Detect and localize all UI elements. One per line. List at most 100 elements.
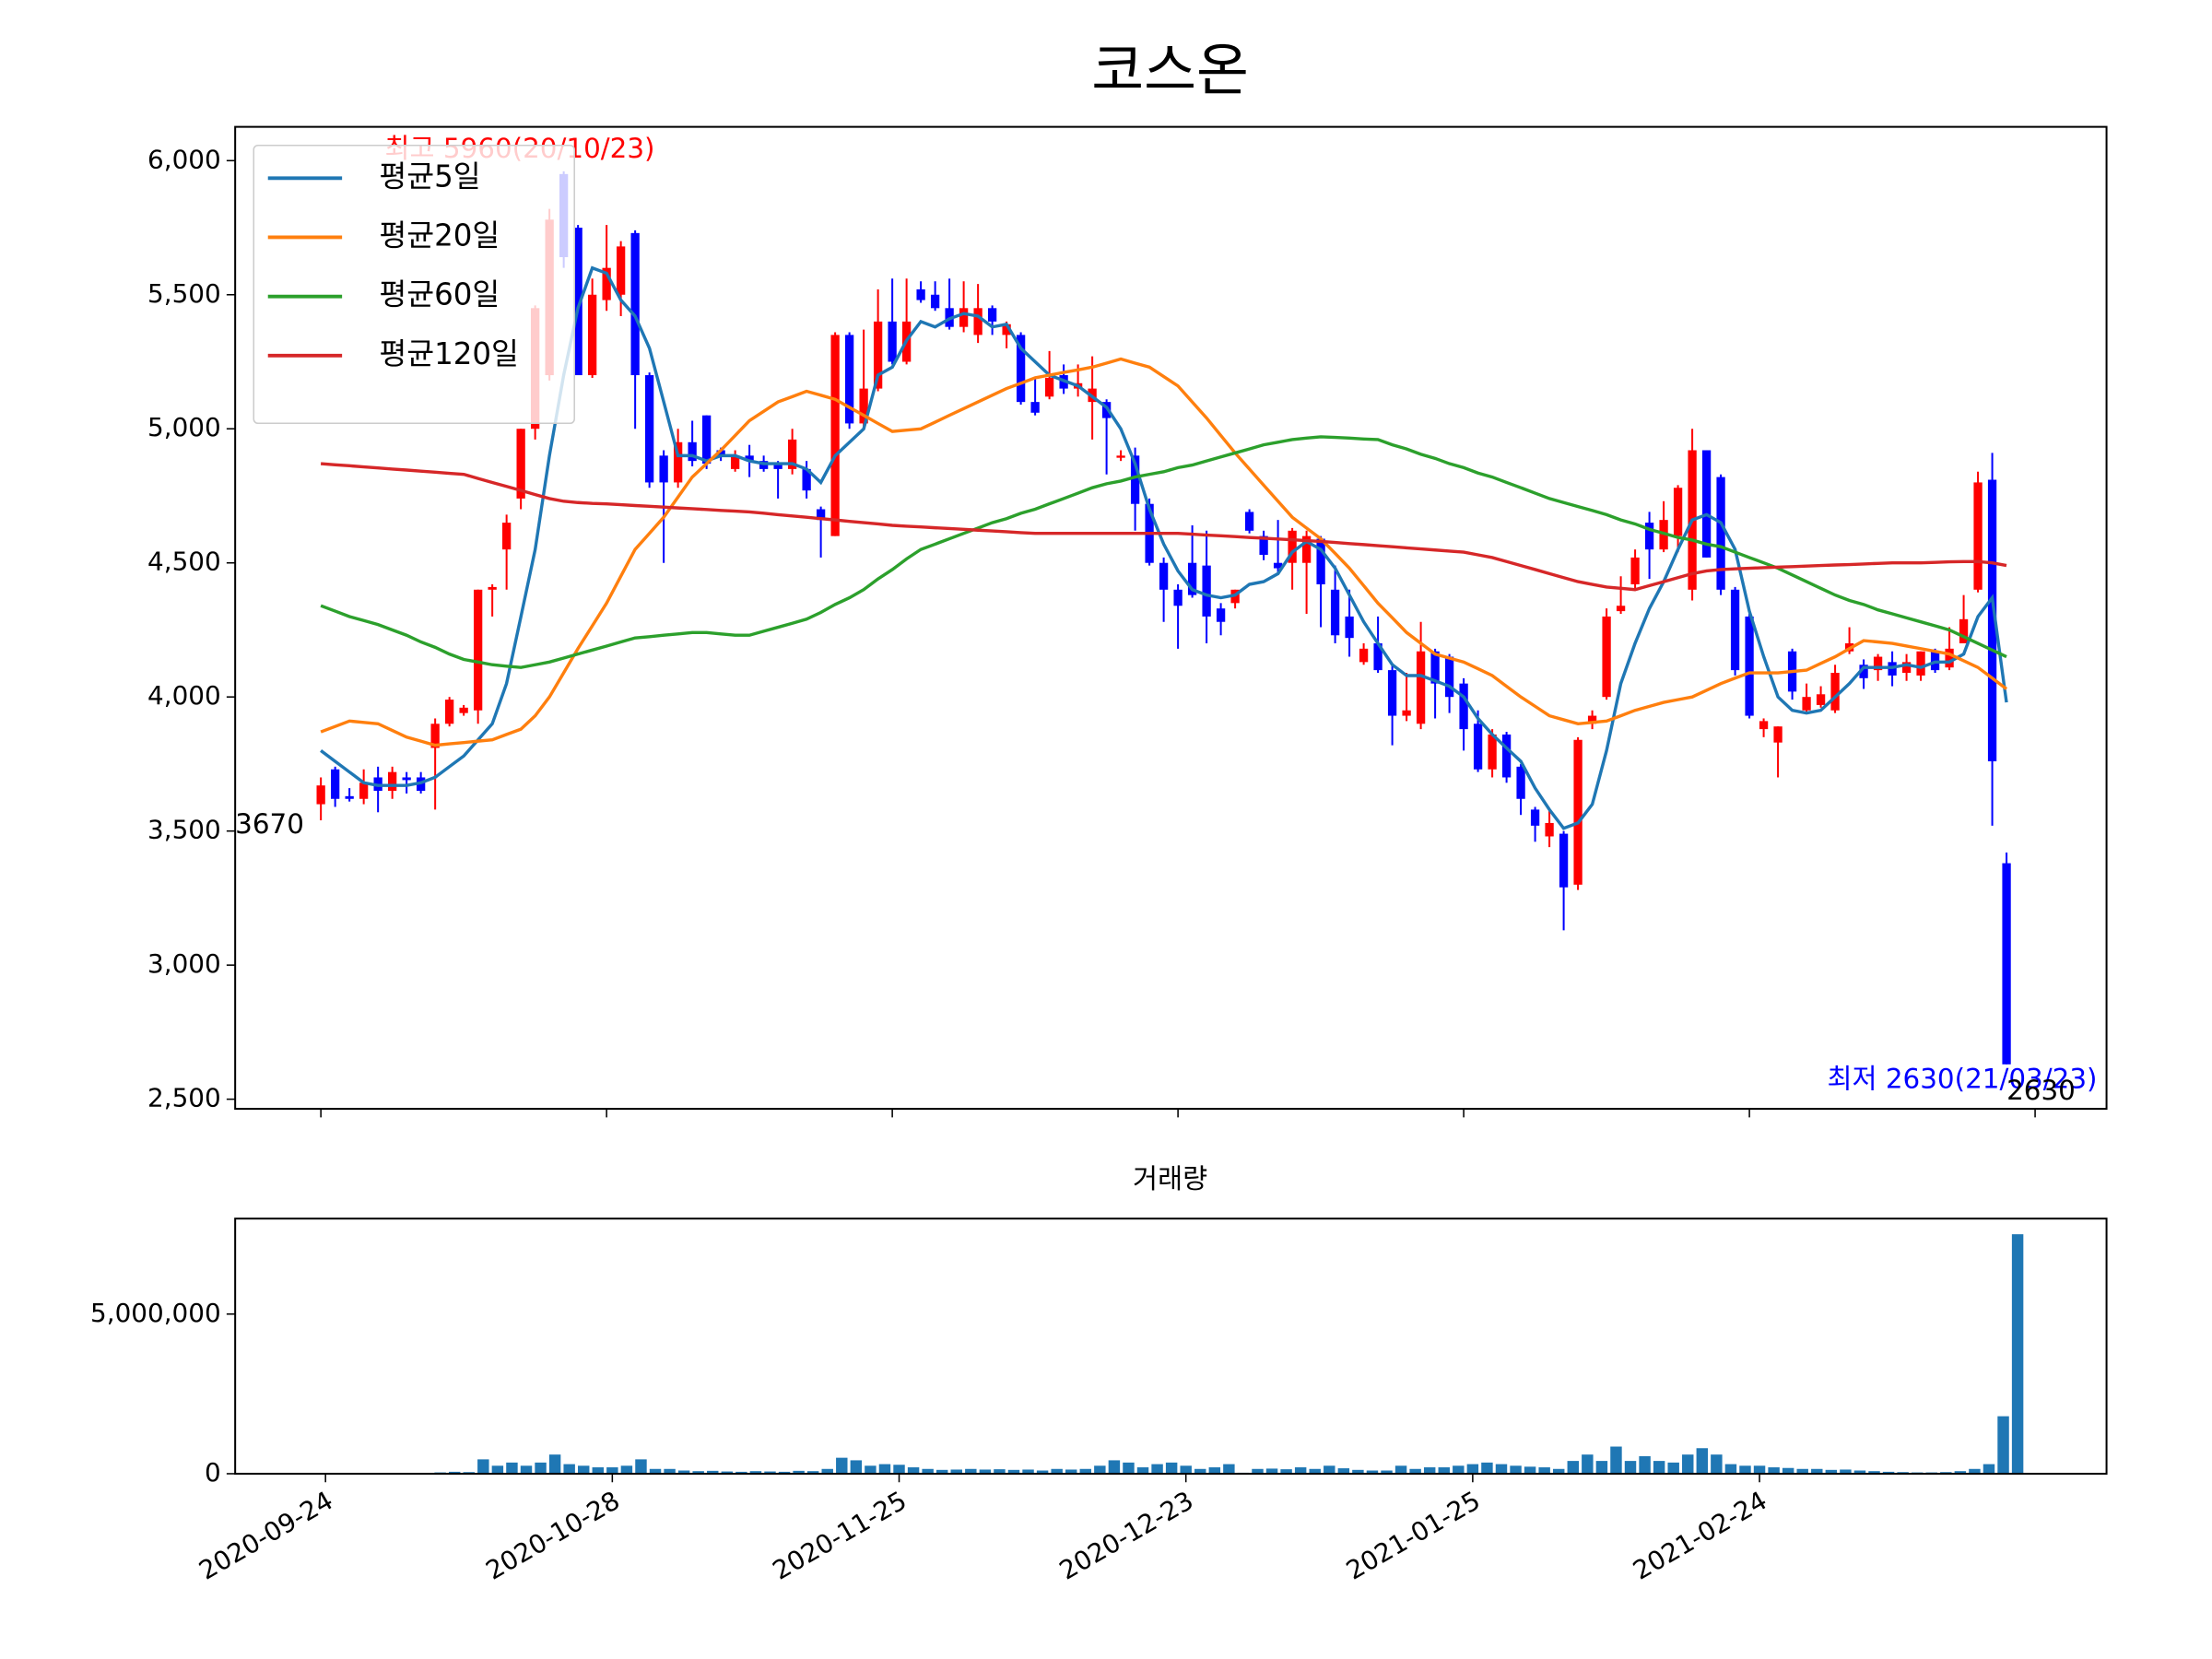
candle-body: [473, 589, 483, 711]
candle-body: [616, 246, 626, 295]
volume-bar: [1108, 1460, 1121, 1474]
volume-bar: [865, 1465, 877, 1474]
volume-bar: [649, 1468, 662, 1474]
volume-bar: [1495, 1464, 1508, 1474]
y-tick-label: 0: [205, 1457, 221, 1488]
candle-body: [659, 455, 668, 483]
candle-body: [444, 700, 454, 724]
candle-body: [773, 464, 782, 469]
volume-bar: [1223, 1464, 1235, 1474]
volume-bar: [1352, 1469, 1364, 1474]
candle-body: [1444, 656, 1454, 698]
volume-bar: [1782, 1467, 1794, 1474]
volume-bar: [1079, 1468, 1092, 1474]
candle-body: [1330, 589, 1340, 636]
volume-bar: [1366, 1470, 1379, 1474]
candle-body: [1516, 766, 1525, 799]
candle-body: [1701, 450, 1712, 558]
volume-bar: [1840, 1469, 1852, 1474]
volume-bar: [520, 1465, 533, 1474]
ma-line: [320, 357, 2008, 747]
candle-body: [916, 288, 925, 300]
volume-bar: [1252, 1468, 1264, 1474]
volume-bar: [806, 1471, 819, 1474]
candle-body: [1202, 565, 1211, 617]
volume-bar: [764, 1471, 776, 1474]
volume-bar: [1753, 1465, 1766, 1474]
volume-bar: [1194, 1468, 1206, 1474]
volume-bar: [1481, 1462, 1493, 1474]
volume-bar: [1825, 1469, 1838, 1474]
volume-bar: [1582, 1454, 1594, 1474]
volume-bar: [1453, 1465, 1465, 1474]
volume-bar: [1409, 1468, 1421, 1474]
volume-bar: [994, 1469, 1006, 1474]
candle-body: [1573, 739, 1583, 885]
candle-body: [1002, 324, 1011, 335]
volume-bar: [979, 1469, 992, 1474]
volume-bar: [635, 1459, 647, 1474]
candle-body: [1602, 616, 1611, 698]
candle-body: [1402, 710, 1411, 716]
volume-bar: [1438, 1467, 1450, 1474]
volume-bar: [1524, 1466, 1536, 1474]
y-tick-label: 4,500: [147, 547, 221, 577]
ma-line: [320, 265, 2008, 830]
volume-bar: [1265, 1468, 1278, 1474]
volume-bar: [821, 1468, 833, 1474]
annotation: 3670: [235, 808, 304, 840]
candle-body: [1559, 833, 1569, 888]
candle-body: [1159, 562, 1169, 590]
candle-body: [1473, 724, 1483, 770]
candle-body: [2002, 863, 2011, 1065]
candle-body: [1644, 523, 1654, 550]
volume-title: 거래량: [1133, 1163, 1207, 1194]
candle-body: [1288, 530, 1297, 563]
candle-body: [1016, 335, 1026, 403]
candle-body: [1802, 697, 1811, 711]
y-tick-label: 2,500: [147, 1083, 221, 1113]
volume-bar: [1051, 1468, 1063, 1474]
volume-bar: [935, 1469, 948, 1474]
volume-bar: [1007, 1469, 1020, 1474]
volume-bar: [1022, 1469, 1034, 1474]
candle-body: [1987, 479, 1997, 762]
volume-bar: [1969, 1468, 1981, 1474]
volume-bar: [893, 1465, 905, 1474]
candle-body: [1830, 673, 1840, 711]
volume-bar: [1983, 1464, 1995, 1474]
volume-bar: [1739, 1465, 1751, 1474]
legend-label: 평균120일: [379, 336, 519, 371]
volume-bar: [491, 1465, 504, 1474]
candle-body: [873, 321, 883, 389]
volume-bar: [1954, 1471, 1967, 1474]
volume-bar: [578, 1465, 590, 1474]
volume-bar: [1724, 1464, 1737, 1474]
volume-bar: [1997, 1416, 2009, 1474]
candle-body: [387, 771, 397, 792]
y-tick-label: 3,000: [147, 948, 221, 979]
chart-title: 코스온: [1091, 37, 1249, 103]
volume-bar: [1796, 1468, 1808, 1474]
volume-bar: [2011, 1234, 2024, 1474]
volume-bar: [1624, 1461, 1637, 1474]
candle-body: [573, 228, 582, 376]
volume-bar: [1868, 1471, 1880, 1474]
candle-body: [430, 724, 440, 748]
volume-bar: [592, 1467, 605, 1474]
volume-bar: [1567, 1461, 1580, 1474]
candle-body: [1316, 538, 1325, 584]
candle-body: [516, 429, 525, 499]
ma-line: [320, 462, 2007, 592]
candle-body: [1244, 512, 1254, 531]
volume-bar: [506, 1462, 518, 1474]
volume-bar: [1882, 1471, 1895, 1474]
volume-bar: [1065, 1469, 1077, 1474]
volume-bar: [735, 1471, 747, 1474]
volume-bar: [1768, 1467, 1780, 1474]
candle-body: [1759, 721, 1769, 730]
volume-bar: [721, 1471, 734, 1474]
candle-body: [1730, 589, 1740, 671]
candle-body: [1973, 482, 1983, 590]
candle-body: [488, 586, 497, 590]
